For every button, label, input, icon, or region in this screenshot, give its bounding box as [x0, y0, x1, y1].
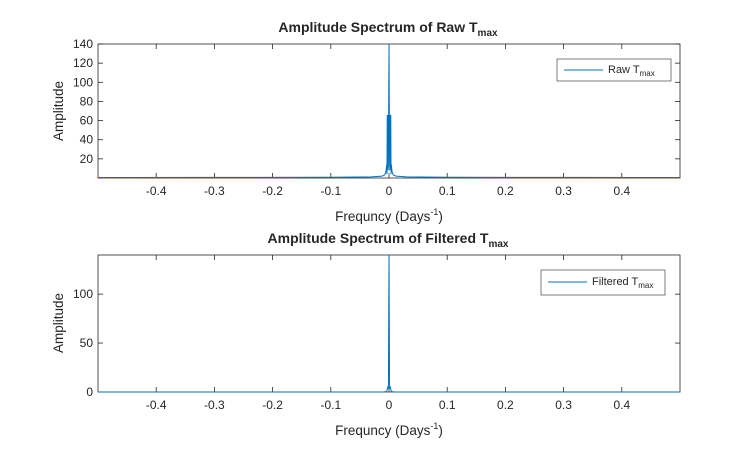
filtered-y-tick-labels: 0 50 100 [73, 287, 93, 399]
filtered-y-tick-label: 50 [80, 336, 94, 350]
raw-x-axis-label: Frequncy (Days-1) [335, 207, 443, 224]
raw-x-tick-labels: -0.4 -0.3 -0.2 -0.1 0 0.1 0.2 0.3 0.4 [146, 184, 631, 198]
filtered-chart-title: Amplitude Spectrum of Filtered Tmax [268, 230, 509, 250]
raw-legend-box [556, 58, 672, 82]
filtered-x-tick-label: 0.1 [439, 398, 456, 412]
filtered-spectrum-chart: Amplitude Spectrum of Filtered Tmax -0.4… [51, 230, 681, 438]
raw-x-tick-label: 0.3 [555, 184, 572, 198]
filtered-y-tick-label: 100 [73, 287, 93, 301]
raw-x-tick-label: -0.3 [204, 184, 225, 198]
raw-x-tick-label: 0.4 [613, 184, 630, 198]
raw-y-tick-label: 120 [73, 56, 93, 70]
filtered-x-tick-label: 0 [386, 398, 393, 412]
filtered-legend-label: Filtered Tmax [592, 276, 653, 290]
filtered-y-axis-label: Amplitude [51, 293, 66, 353]
raw-spectrum-chart: Amplitude Spectrum of Raw Tmax -0.4 -0.3-… [51, 19, 681, 224]
raw-y-tick-label: 20 [80, 152, 94, 166]
raw-legend: Raw Tmax [556, 58, 672, 82]
raw-y-tick-label: 80 [80, 94, 94, 108]
filtered-x-axis-label: Frequncy (Days-1) [335, 421, 443, 438]
raw-x-tick-label: 0.1 [439, 184, 456, 198]
filtered-x-tick-label: 0.3 [555, 398, 572, 412]
filtered-x-tick-label: 0.2 [497, 398, 514, 412]
raw-x-tick-label: -0.2 [262, 184, 283, 198]
raw-y-tick-label: 140 [73, 37, 93, 51]
filtered-x-tick-label: 0.4 [613, 398, 630, 412]
filtered-x-tick-label: -0.4 [146, 398, 167, 412]
raw-y-tick-label: 60 [80, 114, 94, 128]
filtered-y-tick-label: 0 [86, 385, 93, 399]
raw-x-tick-label: 0 [386, 184, 393, 198]
raw-y-tick-label: 100 [73, 75, 93, 89]
raw-legend-label: Raw Tmax [608, 64, 655, 78]
filtered-x-tick-labels: -0.4 -0.3 -0.2 -0.1 0 0.1 0.2 0.3 0.4 [146, 398, 631, 412]
filtered-x-tick-label: -0.2 [262, 398, 283, 412]
filtered-legend: Filtered Tmax [540, 269, 666, 296]
raw-series-line [97, 43, 681, 179]
raw-y-tick-labels: 20 40 60 80 100 120 140 [73, 37, 93, 166]
filtered-x-tick-label: -0.3 [204, 398, 225, 412]
raw-chart-title: Amplitude Spectrum of Raw Tmax [278, 19, 498, 39]
filtered-x-tick-label: -0.1 [320, 398, 341, 412]
raw-x-tick-label: 0.2 [497, 184, 514, 198]
raw-y-tick-label: 40 [80, 133, 94, 147]
raw-x-tick-label: -0.1 [320, 184, 341, 198]
raw-y-axis-label: Amplitude [51, 81, 66, 141]
filtered-series-line [98, 254, 680, 393]
raw-x-tick-label: -0.4 [146, 184, 167, 198]
